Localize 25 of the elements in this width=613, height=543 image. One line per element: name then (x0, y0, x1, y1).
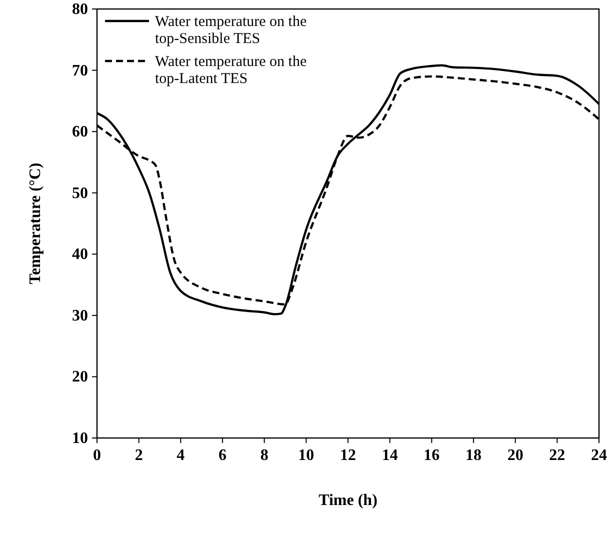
x-tick-label: 10 (298, 447, 314, 464)
x-tick-label: 18 (466, 447, 482, 464)
x-tick-label: 16 (424, 447, 440, 464)
x-axis-title: Time (h) (318, 492, 378, 509)
y-tick-label: 20 (72, 368, 88, 386)
y-tick-label: 10 (72, 430, 88, 447)
x-tick-label: 0 (93, 447, 101, 464)
y-tick-label: 60 (72, 124, 88, 141)
legend-label: Water temperature on the top-Latent TES (155, 54, 307, 87)
x-tick-label: 20 (507, 447, 524, 464)
y-tick-label: 30 (72, 307, 88, 324)
x-tick-label: 22 (549, 447, 566, 464)
x-tick-label: 12 (340, 447, 356, 464)
y-axis-title: Temperature (°C) (27, 162, 44, 284)
x-tick-label: 24 (591, 447, 607, 464)
y-tick-label: 50 (72, 184, 88, 202)
y-tick-label: 40 (72, 246, 88, 264)
x-tick-label: 4 (176, 447, 185, 464)
x-tick-label: 2 (134, 447, 143, 464)
x-tick-label: 6 (218, 447, 226, 464)
y-tick-label: 80 (72, 1, 88, 18)
legend-label: Water temperature on the top-Sensible TES (155, 14, 307, 47)
x-tick-label: 14 (382, 447, 398, 464)
y-tick-label: 70 (72, 62, 88, 80)
x-tick-label: 8 (260, 447, 268, 464)
